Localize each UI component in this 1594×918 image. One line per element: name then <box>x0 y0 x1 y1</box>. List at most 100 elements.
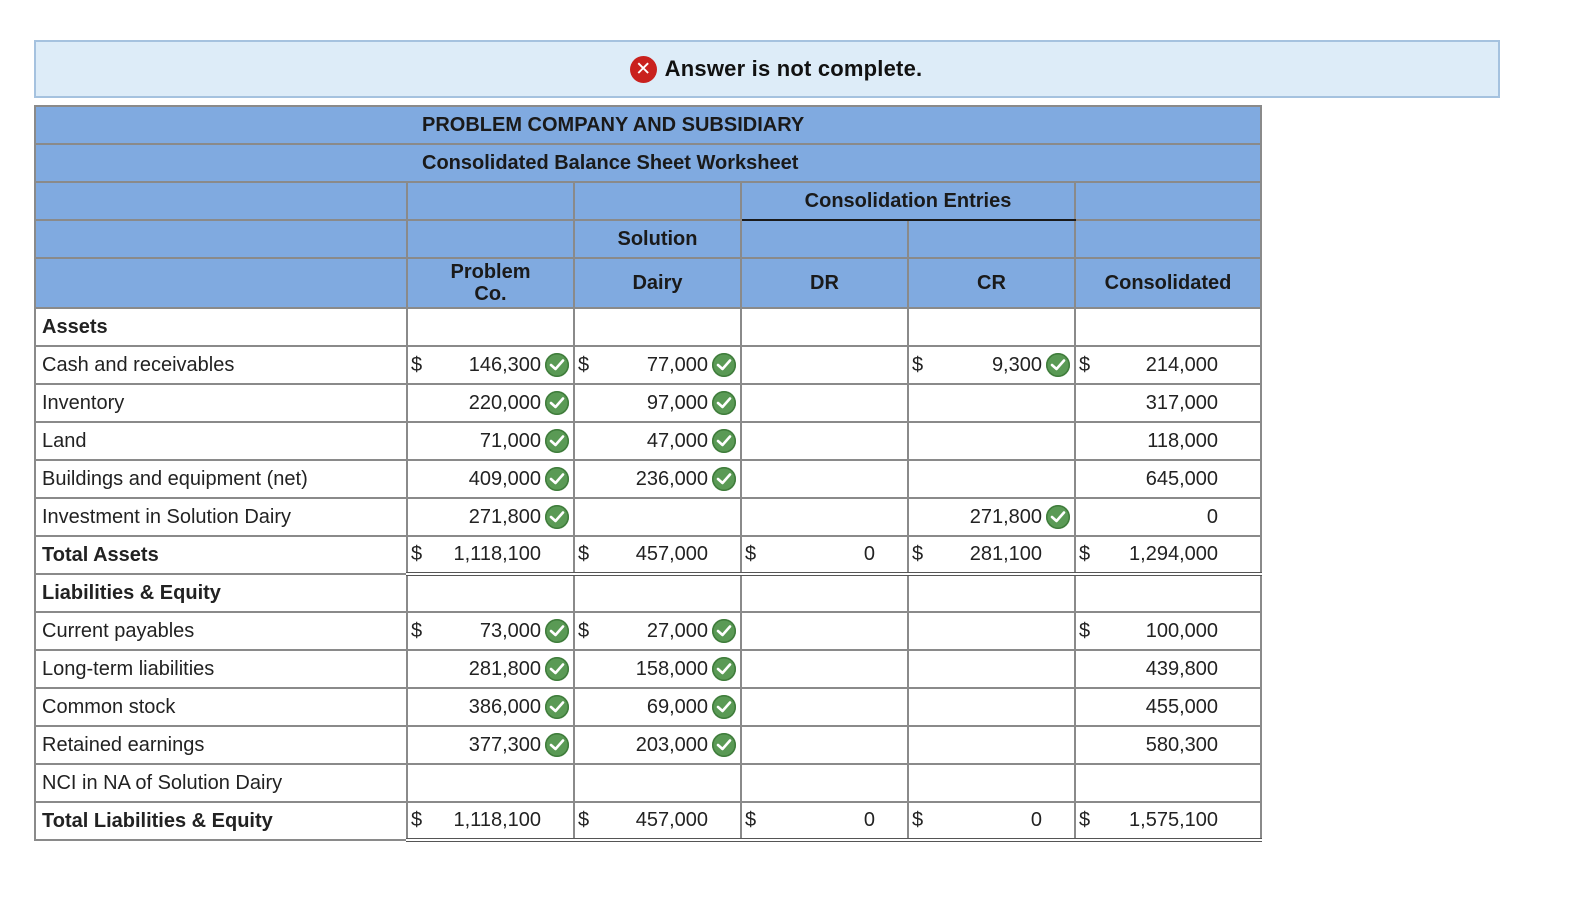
currency-symbol: $ <box>578 353 590 376</box>
cell-value: 1,575,100 <box>1129 809 1218 831</box>
problem-cell: $1,118,100 <box>406 535 575 576</box>
section-label: Liabilities & Equity <box>34 573 408 613</box>
dr-cell <box>740 573 909 613</box>
dr-header: DR <box>740 257 909 309</box>
table-row: Assets <box>34 307 1262 347</box>
header-blank <box>1074 181 1262 221</box>
header-blank <box>34 181 408 221</box>
dairy-cell: 69,000 <box>573 687 742 727</box>
table-row: Land 71,000 47,000 118,000 <box>34 421 1262 461</box>
cr-cell: $0 <box>907 801 1076 842</box>
table-row: Total Liabilities & Equity $1,118,100 $457… <box>34 801 1262 842</box>
cell-value: 214,000 <box>1145 353 1218 376</box>
currency-symbol: $ <box>912 809 924 831</box>
check-circle-icon <box>712 429 736 453</box>
check-circle-icon <box>712 695 736 719</box>
dr-cell <box>740 687 909 727</box>
currency-symbol: $ <box>745 809 757 831</box>
cons-cell: $100,000 <box>1074 611 1262 651</box>
cell-value: 409,000 <box>468 467 541 490</box>
cell-value: 457,000 <box>635 809 708 831</box>
table-row: Long-term liabilities 281,800 158,000 439,8… <box>34 649 1262 689</box>
cell-value: 317,000 <box>1145 391 1218 414</box>
row-label: Long-term liabilities <box>34 649 408 689</box>
dairy-cell: 158,000 <box>573 649 742 689</box>
cell-value: 158,000 <box>635 657 708 680</box>
check-circle-icon <box>712 467 736 491</box>
check-circle-icon <box>712 353 736 377</box>
dairy-header: Dairy <box>573 257 742 309</box>
cell-value: 203,000 <box>635 733 708 756</box>
cell-value: 27,000 <box>646 619 708 642</box>
header-blank <box>573 181 742 221</box>
problem-cell: $1,118,100 <box>406 801 575 842</box>
problem-cell: 281,800 <box>406 649 575 689</box>
check-circle-icon <box>545 657 569 681</box>
currency-symbol: $ <box>411 353 423 376</box>
cons-cell: $1,294,000 <box>1074 535 1262 576</box>
cell-value: 9,300 <box>991 353 1042 376</box>
cell-value: 271,800 <box>969 505 1042 528</box>
dr-cell <box>740 497 909 537</box>
header-blank <box>34 219 408 259</box>
cr-header: CR <box>907 257 1076 309</box>
check-circle-icon <box>545 467 569 491</box>
dr-cell: $0 <box>740 535 909 576</box>
cell-value: 69,000 <box>646 695 708 718</box>
problem-header-line1: Problem <box>450 261 531 283</box>
dr-cell: $0 <box>740 801 909 842</box>
cell-value: 0 <box>863 809 875 831</box>
dairy-cell: 47,000 <box>573 421 742 461</box>
cell-value: 386,000 <box>468 695 541 718</box>
cons-cell: $1,575,100 <box>1074 801 1262 842</box>
cell-value: 97,000 <box>646 391 708 414</box>
dairy-cell <box>573 573 742 613</box>
currency-symbol: $ <box>578 809 590 831</box>
cell-value: 1,294,000 <box>1129 543 1218 565</box>
problem-cell <box>406 307 575 347</box>
problem-co-header: Problem Co. <box>406 257 575 309</box>
answer-status-banner: ✕ Answer is not complete. <box>34 40 1500 98</box>
dr-cell <box>740 611 909 651</box>
dairy-cell: 203,000 <box>573 725 742 765</box>
cell-value: 236,000 <box>635 467 708 490</box>
row-label: Total Assets <box>34 535 408 575</box>
cons-cell: 439,800 <box>1074 649 1262 689</box>
dairy-cell: $27,000 <box>573 611 742 651</box>
dairy-cell: $77,000 <box>573 345 742 385</box>
currency-symbol: $ <box>411 543 423 565</box>
currency-symbol: $ <box>1079 809 1091 831</box>
cons-cell: $214,000 <box>1074 345 1262 385</box>
problem-cell: 377,300 <box>406 725 575 765</box>
table-row: Cash and receivables $146,300 $77,000 $9,30… <box>34 345 1262 385</box>
row-label: Cash and receivables <box>34 345 408 385</box>
currency-symbol: $ <box>578 619 590 642</box>
cons-cell: 455,000 <box>1074 687 1262 727</box>
cr-cell: $281,100 <box>907 535 1076 576</box>
row-label: Total Liabilities & Equity <box>34 801 408 841</box>
cell-value: 377,300 <box>468 733 541 756</box>
problem-cell: 409,000 <box>406 459 575 499</box>
problem-header-line2: Co. <box>474 283 507 305</box>
problem-cell: 386,000 <box>406 687 575 727</box>
cr-cell <box>907 459 1076 499</box>
cr-cell: $9,300 <box>907 345 1076 385</box>
cell-value: 580,300 <box>1145 733 1218 756</box>
dairy-cell <box>573 307 742 347</box>
table-row: Inventory 220,000 97,000 317,000 <box>34 383 1262 423</box>
cr-cell <box>907 421 1076 461</box>
cr-cell <box>907 725 1076 765</box>
row-label: Retained earnings <box>34 725 408 765</box>
check-circle-icon <box>1046 505 1070 529</box>
cell-value: 0 <box>1206 505 1218 528</box>
table-row: Total Assets $1,118,100 $457,000 $0 $281,100… <box>34 535 1262 576</box>
cell-value: 455,000 <box>1145 695 1218 718</box>
dr-cell <box>740 345 909 385</box>
cr-cell <box>907 307 1076 347</box>
header-blank <box>406 181 575 221</box>
dr-cell <box>740 383 909 423</box>
cell-value: 71,000 <box>479 429 541 452</box>
table-row: NCI in NA of Solution Dairy <box>34 763 1262 803</box>
cr-cell <box>907 763 1076 803</box>
cr-cell <box>907 573 1076 613</box>
